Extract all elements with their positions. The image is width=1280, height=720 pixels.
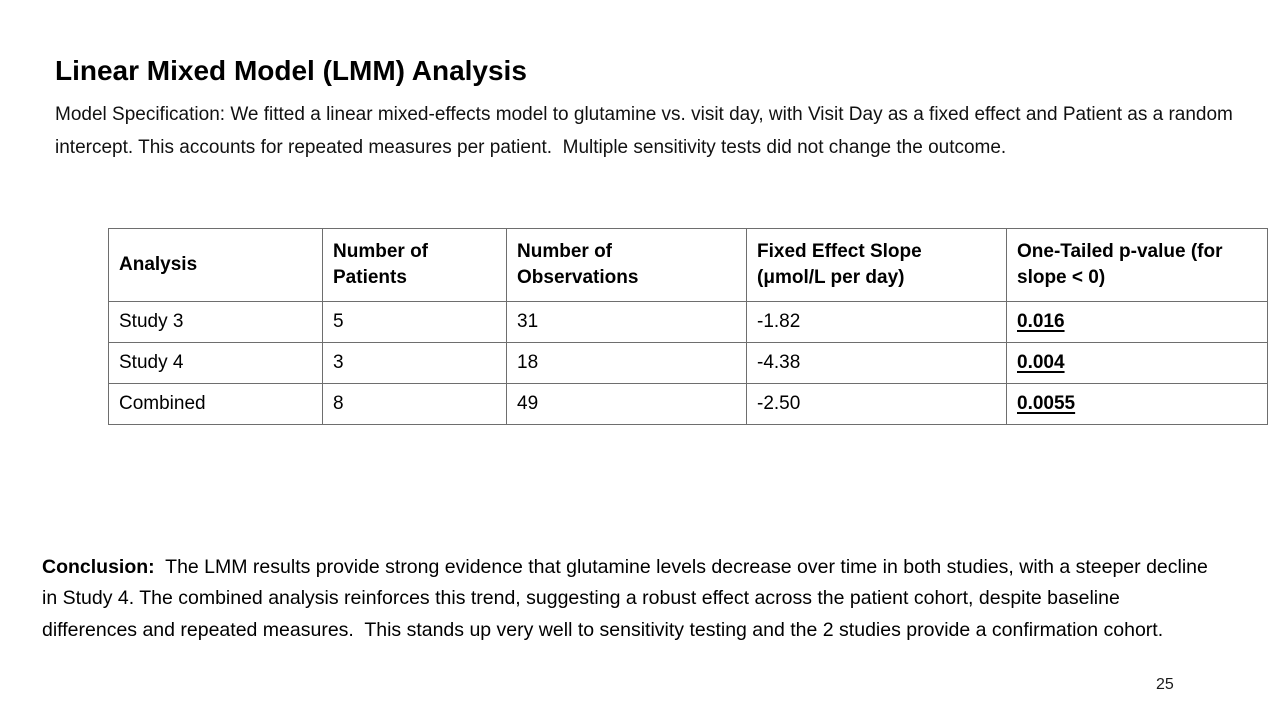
table-row: Combined 8 49 -2.50 0.0055 — [108, 383, 1268, 425]
cell-p-value: 0.0055 — [1006, 383, 1268, 425]
cell-analysis: Study 4 — [108, 342, 323, 384]
cell-analysis: Combined — [108, 383, 323, 425]
column-header-one-tailed-p-value: One-Tailed p-value (for slope < 0) — [1006, 228, 1268, 302]
cell-analysis: Study 3 — [108, 301, 323, 343]
cell-slope: -4.38 — [746, 342, 1007, 384]
cell-observations: 31 — [506, 301, 747, 343]
conclusion-paragraph: Conclusion: The LMM results provide stro… — [42, 552, 1212, 647]
lmm-results-table: Analysis Number of Patients Number of Ob… — [108, 228, 1268, 425]
column-header-fixed-effect-slope: Fixed Effect Slope (μmol/L per day) — [746, 228, 1007, 302]
cell-patients: 3 — [322, 342, 507, 384]
table-header-row: Analysis Number of Patients Number of Ob… — [108, 228, 1268, 302]
table-row: Study 3 5 31 -1.82 0.016 — [108, 301, 1268, 343]
cell-patients: 5 — [322, 301, 507, 343]
page-number: 25 — [1156, 676, 1174, 693]
column-header-number-of-observations: Number of Observations — [506, 228, 747, 302]
cell-p-value: 0.004 — [1006, 342, 1268, 384]
conclusion-label: Conclusion: — [42, 555, 155, 578]
cell-slope: -2.50 — [746, 383, 1007, 425]
cell-slope: -1.82 — [746, 301, 1007, 343]
cell-p-value: 0.016 — [1006, 301, 1268, 343]
column-header-analysis: Analysis — [108, 228, 323, 302]
cell-observations: 18 — [506, 342, 747, 384]
table-row: Study 4 3 18 -4.38 0.004 — [108, 342, 1268, 384]
conclusion-text: The LMM results provide strong evidence … — [42, 555, 1214, 641]
cell-observations: 49 — [506, 383, 747, 425]
model-specification-text: Model Specification: We fitted a linear … — [55, 104, 1239, 158]
column-header-number-of-patients: Number of Patients — [322, 228, 507, 302]
cell-patients: 8 — [322, 383, 507, 425]
page-title: Linear Mixed Model (LMM) Analysis — [55, 54, 527, 86]
